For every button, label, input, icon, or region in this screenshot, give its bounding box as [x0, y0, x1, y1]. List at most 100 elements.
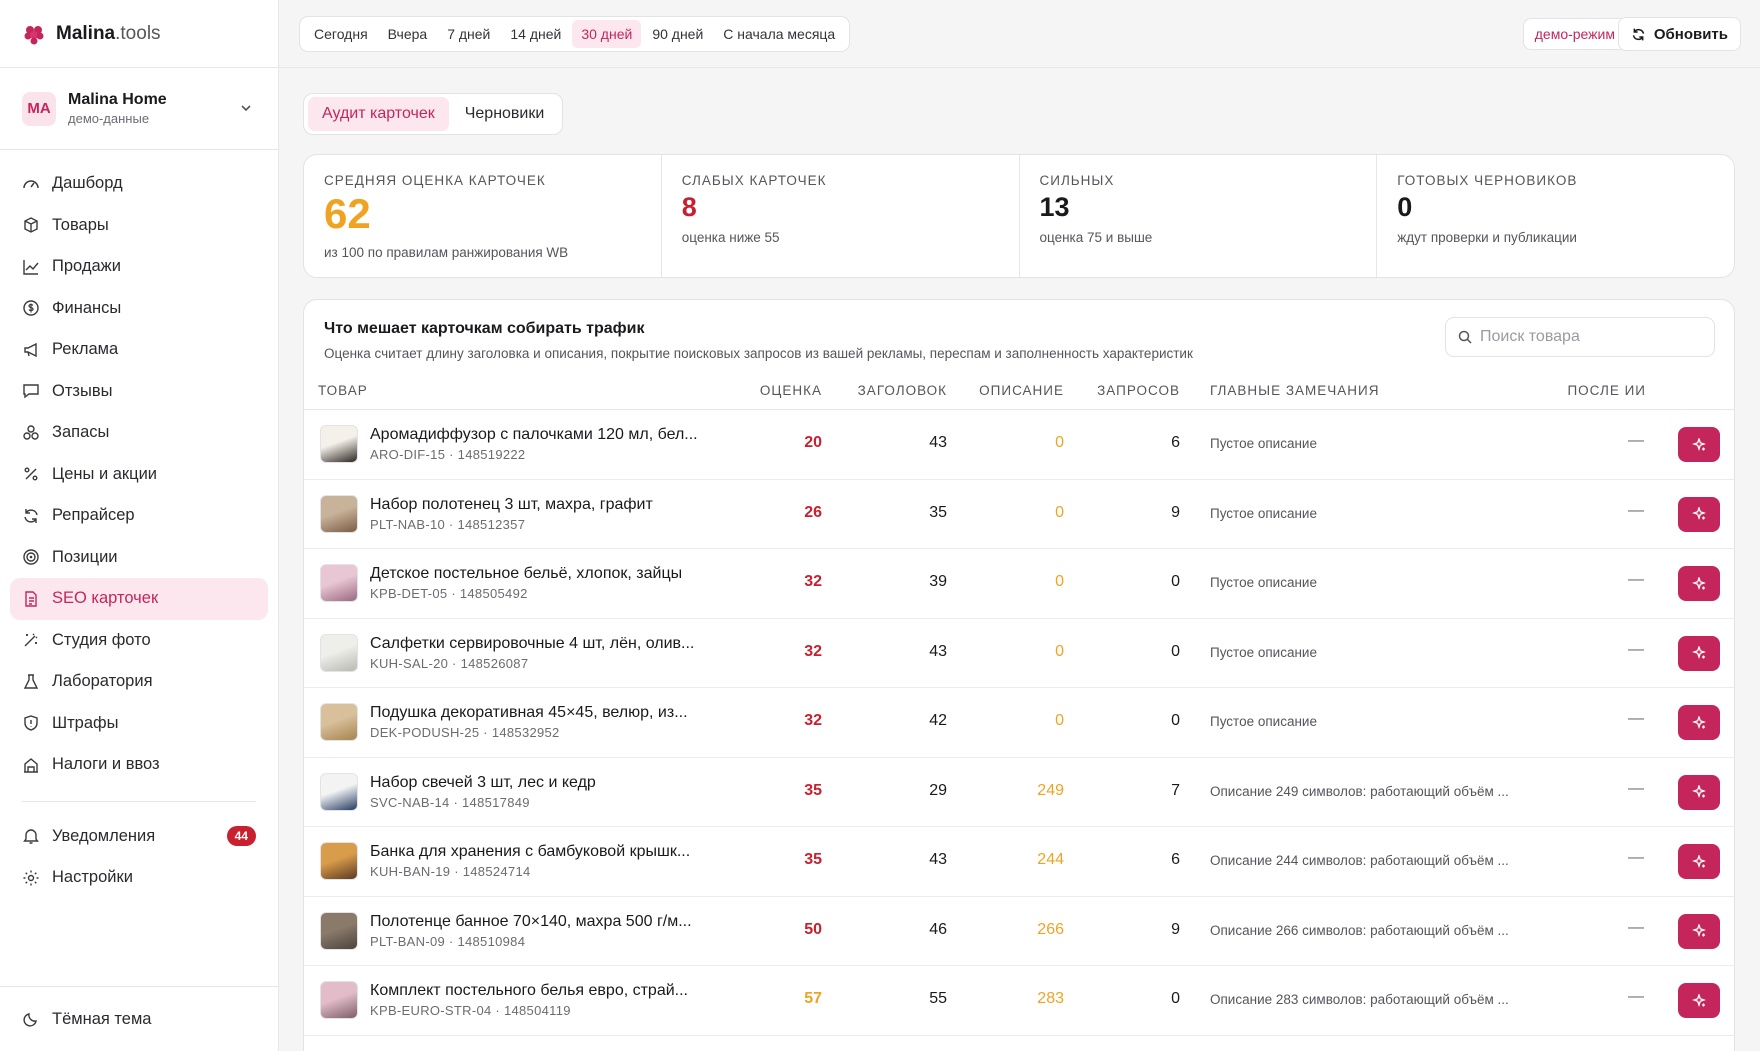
raspberry-logo-icon: [24, 25, 44, 44]
title-length-cell: 46: [929, 920, 947, 938]
sidebar-item-positions[interactable]: Позиции: [10, 537, 268, 579]
sidebar-item-notifications[interactable]: Уведомления 44: [10, 816, 268, 858]
period-yesterday[interactable]: Вчера: [387, 26, 428, 42]
sidebar-item-reviews[interactable]: Отзывы: [10, 371, 268, 413]
table-row[interactable]: Детское постельное бельё, хлопок, зайцы …: [304, 549, 1734, 619]
product-table-body: Аромадиффузор с палочками 120 мл, бел...…: [304, 410, 1734, 1036]
product-thumbnail[interactable]: [320, 633, 358, 672]
product-search[interactable]: [1445, 317, 1715, 357]
dark-theme-toggle[interactable]: Тёмная тема: [0, 986, 278, 1051]
tab-drafts[interactable]: Черновики: [464, 105, 545, 122]
period-today[interactable]: Сегодня: [314, 26, 368, 42]
column-header-queries[interactable]: ЗАПРОСОВ: [1097, 383, 1180, 398]
column-header-title[interactable]: ЗАГОЛОВОК: [857, 383, 947, 398]
avatar: MA: [22, 91, 56, 126]
notification-count-badge: 44: [226, 826, 256, 847]
main-notes-cell: Описание 249 символов: работающий объём …: [1210, 783, 1509, 799]
sidebar-item-dashboard[interactable]: Дашборд: [10, 163, 268, 205]
sidebar-item-stock[interactable]: Запасы: [10, 412, 268, 454]
period-90-days[interactable]: 90 дней: [652, 26, 704, 42]
sidebar-item-label: Финансы: [52, 298, 122, 317]
ai-generate-button[interactable]: [1678, 566, 1720, 601]
main-notes-cell: Пустое описание: [1210, 644, 1317, 660]
refresh-button[interactable]: Обновить: [1617, 17, 1741, 51]
product-name[interactable]: Детское постельное бельё, хлопок, зайцы: [370, 565, 683, 582]
sidebar-item-finance[interactable]: Финансы: [10, 288, 268, 330]
ai-generate-button[interactable]: [1678, 705, 1720, 740]
demo-mode-badge[interactable]: демо-режим: [1522, 18, 1627, 50]
sidebar-item-label: Отзывы: [52, 381, 113, 400]
product-name[interactable]: Полотенце банное 70×140, махра 500 г/м..…: [370, 912, 692, 930]
product-thumbnail[interactable]: [320, 425, 358, 463]
sparkle-icon: [1692, 646, 1706, 659]
sidebar-item-products[interactable]: Товары: [10, 205, 268, 247]
ai-generate-button[interactable]: [1678, 496, 1720, 532]
sidebar-item-taxes[interactable]: Налоги и ввоз: [10, 744, 268, 786]
product-name[interactable]: Комплект постельного белья евро, страй..…: [370, 982, 688, 999]
ai-generate-button[interactable]: [1678, 983, 1720, 1018]
table-row[interactable]: Набор свечей 3 шт, лес и кедр SVC-NAB-14…: [304, 758, 1734, 827]
target-icon: [23, 549, 39, 565]
period-30-days[interactable]: 30 дней: [572, 20, 642, 48]
description-length-cell: 0: [1055, 573, 1064, 590]
sidebar-item-photo-studio[interactable]: Студия фото: [10, 620, 268, 662]
sidebar-item-lab[interactable]: Лаборатория: [10, 661, 268, 703]
score-cell: 35: [804, 781, 822, 799]
sidebar-item-settings[interactable]: Настройки: [10, 857, 268, 899]
column-header-after-ai: ПОСЛЕ ИИ: [1567, 383, 1646, 398]
column-header-product[interactable]: ТОВАР: [318, 383, 368, 398]
tab-audit[interactable]: Аудит карточек: [308, 97, 449, 131]
table-row[interactable]: Набор полотенец 3 шт, махра, графит PLT-…: [304, 480, 1734, 549]
table-row[interactable]: Салфетки сервировочные 4 шт, лён, олив..…: [304, 619, 1734, 688]
product-thumbnail[interactable]: [320, 772, 358, 811]
after-ai-cell: —: [1628, 849, 1644, 866]
chart-line-icon: [23, 259, 39, 275]
product-name[interactable]: Подушка декоративная 45×45, велюр, из...: [370, 704, 688, 721]
brand[interactable]: Malina.tools: [0, 0, 278, 68]
product-name[interactable]: Салфетки сервировочные 4 шт, лён, олив..…: [370, 634, 695, 652]
product-thumbnail[interactable]: [320, 494, 358, 533]
ai-generate-button[interactable]: [1678, 844, 1720, 879]
sidebar-item-sales[interactable]: Продажи: [10, 246, 268, 288]
sidebar-item-ads[interactable]: Реклама: [10, 329, 268, 371]
queries-cell: 6: [1171, 434, 1180, 451]
ai-generate-button[interactable]: [1678, 635, 1720, 671]
view-tabs: Аудит карточек Черновики: [303, 93, 564, 135]
main-notes-cell: Пустое описание: [1210, 505, 1317, 521]
table-row[interactable]: Комплект постельного белья евро, страй..…: [304, 966, 1734, 1036]
sidebar-item-repricer[interactable]: Репрайсер: [10, 495, 268, 537]
column-header-score[interactable]: ОЦЕНКА: [759, 383, 822, 398]
score-cell: 20: [804, 434, 822, 451]
period-14-days[interactable]: 14 дней: [510, 26, 562, 42]
ai-generate-button[interactable]: [1678, 774, 1720, 810]
period-7-days[interactable]: 7 дней: [447, 26, 491, 42]
sidebar-item-seo[interactable]: SEO карточек: [10, 578, 268, 620]
product-name[interactable]: Банка для хранения с бамбуковой крышк...: [370, 843, 691, 860]
product-name[interactable]: Набор полотенец 3 шт, махра, графит: [370, 495, 653, 513]
sidebar-item-fines[interactable]: Штрафы: [10, 703, 268, 745]
ai-generate-button[interactable]: [1678, 427, 1720, 462]
sidebar-item-label: Дашборд: [52, 174, 123, 193]
table-row[interactable]: Банка для хранения с бамбуковой крышк...…: [304, 827, 1734, 897]
period-month-to-date[interactable]: С начала месяца: [723, 26, 836, 42]
score-cell: 32: [804, 642, 822, 660]
column-header-description[interactable]: ОПИСАНИЕ: [979, 383, 1064, 398]
sidebar-item-label: Реклама: [52, 340, 119, 359]
product-name[interactable]: Набор свечей 3 шт, лес и кедр: [370, 773, 596, 791]
table-row[interactable]: Аромадиффузор с палочками 120 мл, бел...…: [304, 410, 1734, 480]
after-ai-cell: —: [1628, 988, 1644, 1005]
stat-label: СЛАБЫХ КАРТОЧЕК: [681, 173, 827, 188]
product-name[interactable]: Аромадиффузор с палочками 120 мл, бел...: [370, 426, 698, 443]
product-thumbnail[interactable]: [320, 911, 358, 950]
sidebar-item-prices[interactable]: Цены и акции: [10, 454, 268, 496]
product-thumbnail[interactable]: [320, 981, 358, 1019]
search-input[interactable]: [1480, 328, 1700, 346]
product-thumbnail[interactable]: [320, 703, 358, 741]
ai-generate-button[interactable]: [1678, 913, 1720, 949]
product-thumbnail[interactable]: [320, 842, 358, 880]
product-thumbnail[interactable]: [320, 564, 358, 602]
account-switcher[interactable]: MA Malina Home демо-данные: [0, 68, 278, 150]
table-row[interactable]: Подушка декоративная 45×45, велюр, из...…: [304, 688, 1734, 758]
table-row[interactable]: Полотенце банное 70×140, махра 500 г/м..…: [304, 897, 1734, 966]
stat-weak-cards: СЛАБЫХ КАРТОЧЕК 8 оценка ниже 55: [662, 155, 1020, 277]
